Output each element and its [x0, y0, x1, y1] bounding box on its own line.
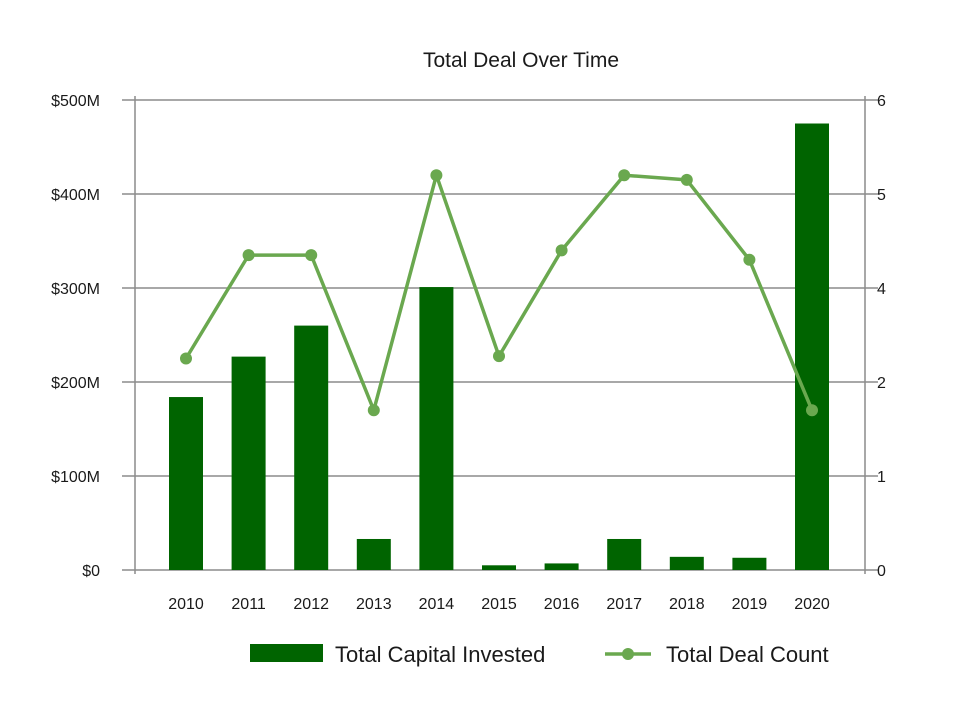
- point-2020: [806, 404, 818, 417]
- x-tick-label: 2018: [669, 596, 705, 613]
- right-tick-label: 5: [877, 187, 886, 204]
- legend-marker-total-deal-count: [622, 648, 634, 660]
- left-tick-label: $500M: [51, 93, 100, 110]
- x-tick-label: 2017: [606, 596, 642, 613]
- legend-label-total-deal-count: Total Deal Count: [666, 642, 829, 667]
- bar-2016: [544, 563, 579, 570]
- bar-2017: [607, 538, 642, 570]
- right-tick-label: 6: [877, 93, 886, 110]
- point-2013: [367, 404, 380, 417]
- line-series-total-deal-count: [180, 169, 818, 417]
- bar-2015: [482, 565, 516, 570]
- left-axis-tick-labels: $0 $100M $200M $300M $400M $500M: [51, 93, 100, 580]
- point-2018: [680, 173, 693, 186]
- x-tick-label: 2011: [231, 596, 266, 613]
- bar-2019: [732, 557, 767, 570]
- x-tick-label: 2014: [419, 596, 455, 613]
- bar-2012: [294, 325, 329, 570]
- point-2015: [493, 350, 505, 363]
- x-tick-label: 2015: [481, 596, 517, 613]
- bar-series-total-capital-invested: [169, 123, 829, 570]
- right-tick-label: 2: [877, 375, 886, 392]
- point-2012: [305, 249, 318, 262]
- x-tick-label: 2013: [356, 596, 392, 613]
- legend-swatch-total-capital-invested: [250, 644, 323, 662]
- point-2011: [242, 249, 255, 262]
- bar-2011: [231, 356, 266, 570]
- x-tick-label: 2016: [544, 596, 580, 613]
- point-2010: [180, 352, 192, 365]
- bar-2010: [169, 397, 203, 570]
- left-tick-label: $400M: [51, 187, 100, 204]
- left-tick-label: $0: [82, 563, 100, 580]
- x-tick-label: 2020: [794, 596, 830, 613]
- point-2017: [618, 169, 631, 182]
- right-axis-tick-labels: 0 1 2 4 5 6: [877, 93, 886, 580]
- point-2016: [555, 244, 568, 257]
- right-tick-label: 1: [877, 469, 886, 486]
- x-tick-label: 2012: [293, 596, 329, 613]
- bar-2014: [419, 287, 454, 570]
- chart-title: Total Deal Over Time: [423, 49, 619, 72]
- legend: Total Capital Invested Total Deal Count: [250, 642, 829, 667]
- bar-2013: [356, 538, 391, 570]
- x-tick-label: 2010: [168, 596, 204, 613]
- bar-2018: [669, 556, 704, 570]
- point-2019: [743, 253, 756, 266]
- right-tick-label: 4: [877, 281, 886, 298]
- point-2014: [430, 169, 443, 182]
- left-tick-label: $100M: [51, 469, 100, 486]
- legend-label-total-capital-invested: Total Capital Invested: [335, 642, 545, 667]
- bar-2020: [795, 123, 829, 570]
- left-tick-label: $200M: [51, 375, 100, 392]
- x-axis-tick-labels: 2010 2011 2012 2013 2014 2015 2016 2017 2018 2019…: [168, 596, 830, 613]
- axes: [134, 96, 866, 574]
- right-tick-label: 0: [877, 563, 886, 580]
- left-tick-label: $300M: [51, 281, 100, 298]
- deal-count-line: [184, 173, 814, 412]
- x-tick-label: 2019: [732, 596, 768, 613]
